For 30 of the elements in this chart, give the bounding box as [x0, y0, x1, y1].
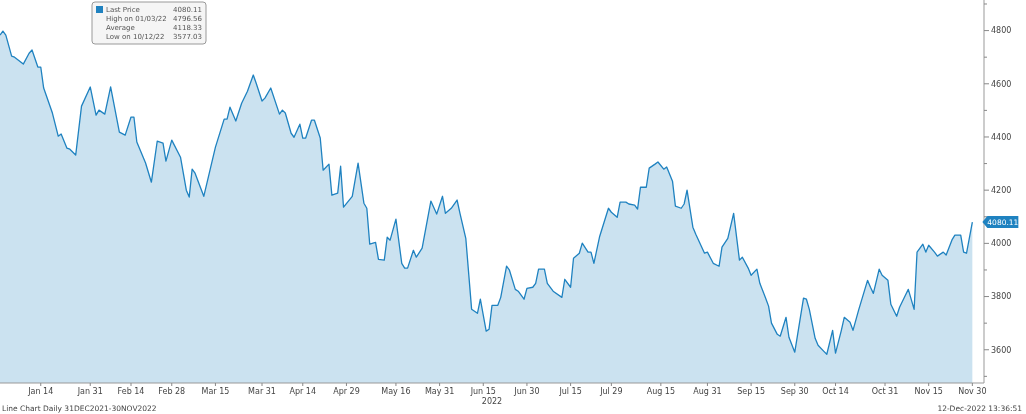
y-tick-label: 4000 — [991, 239, 1012, 249]
y-tick-label: 4800 — [991, 26, 1012, 36]
y-tick-label: 4400 — [991, 132, 1012, 142]
x-tick-label: Nov 15 — [914, 387, 943, 396]
y-tick-label: 4200 — [991, 185, 1012, 195]
x-tick-label: Jun 15 — [469, 387, 496, 396]
x-tick-label: Jul 15 — [558, 387, 582, 396]
x-tick-label: Sep 30 — [780, 387, 809, 396]
x-tick-label: Nov 30 — [958, 387, 987, 396]
x-tick-label: Aug 15 — [646, 387, 676, 396]
x-tick-label: Mar 31 — [248, 387, 276, 396]
x-tick-label: Jan 14 — [27, 387, 54, 396]
x-tick-label: Aug 31 — [693, 387, 722, 396]
x-tick-label: Jul 29 — [599, 387, 623, 396]
x-tick-label: Oct 31 — [871, 387, 899, 396]
x-tick-label: Sep 15 — [737, 387, 766, 396]
y-tick-label: 3800 — [991, 292, 1012, 302]
x-tick-label: Feb 14 — [117, 387, 145, 396]
x-tick-label: May 16 — [381, 387, 411, 396]
x-tick-label: Mar 15 — [201, 387, 230, 396]
x-tick-label: Jun 30 — [513, 387, 540, 396]
y-tick-label: 4600 — [991, 79, 1012, 89]
x-tick-label: May 31 — [424, 387, 455, 396]
x-tick-label: Jan 31 — [76, 387, 103, 396]
x-axis-title: 2022 — [481, 397, 503, 406]
x-tick-label: Oct 14 — [822, 387, 849, 396]
x-tick-label: Feb 28 — [158, 387, 186, 396]
x-tick-label: Apr 29 — [333, 387, 360, 396]
y-tick-label: 3600 — [991, 345, 1012, 355]
x-tick-label: Apr 14 — [289, 387, 317, 396]
